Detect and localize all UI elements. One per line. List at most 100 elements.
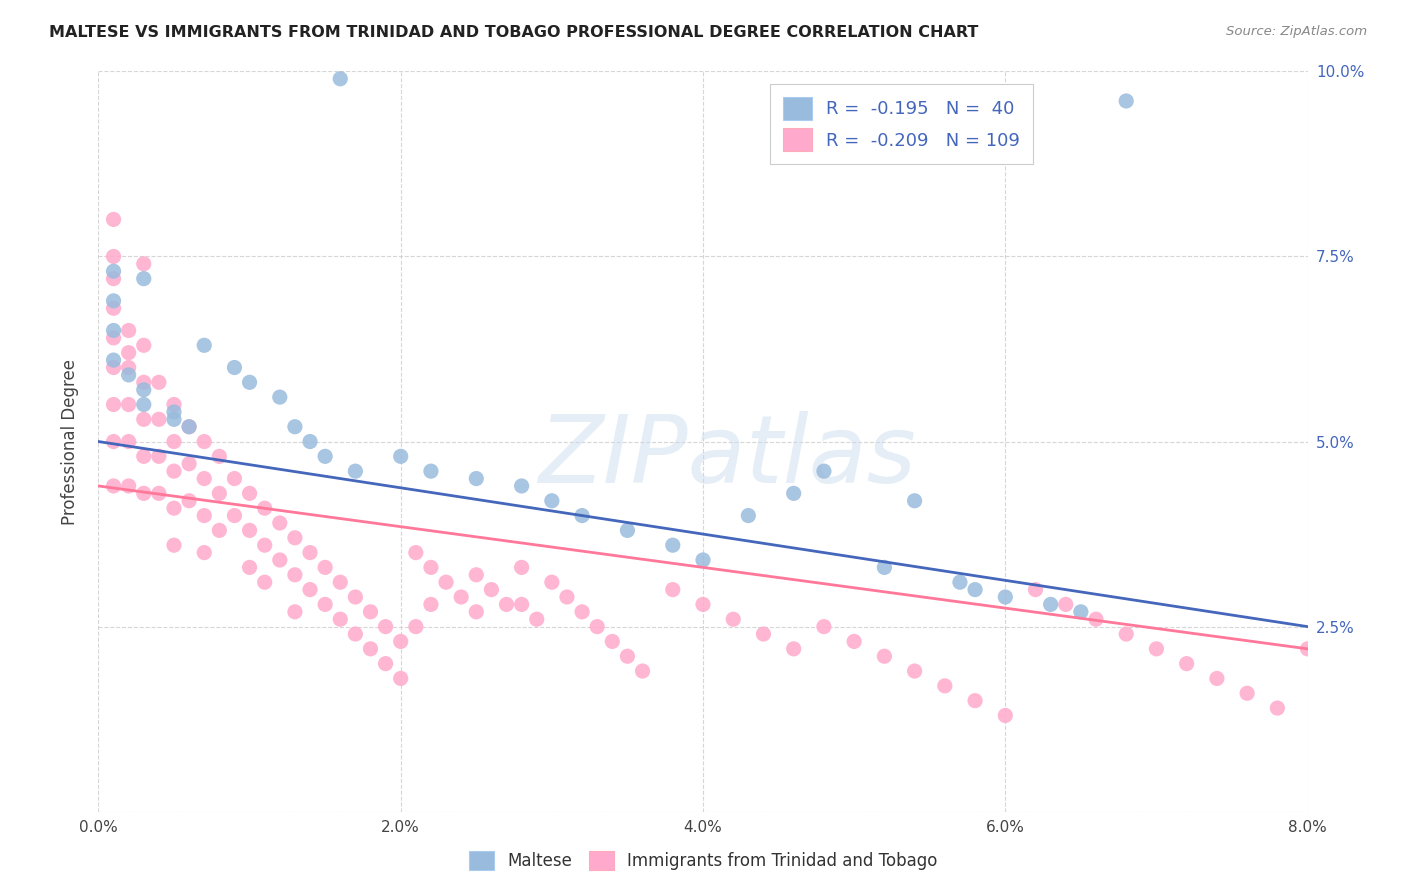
Point	[299, 545, 322, 560]
Point	[193, 508, 215, 523]
Point	[284, 605, 307, 619]
Text: MALTESE VS IMMIGRANTS FROM TRINIDAD AND TOBAGO PROFESSIONAL DEGREE CORRELATION C: MALTESE VS IMMIGRANTS FROM TRINIDAD AND …	[49, 25, 979, 40]
Point	[495, 598, 517, 612]
Point	[208, 450, 231, 464]
Point	[965, 694, 987, 708]
Point	[420, 598, 443, 612]
Point	[374, 657, 396, 671]
Point	[132, 450, 155, 464]
Point	[965, 582, 987, 597]
Point	[1115, 627, 1137, 641]
Point	[284, 531, 307, 545]
Point	[405, 545, 427, 560]
Point	[103, 479, 125, 493]
Point	[510, 560, 533, 574]
Point	[813, 619, 835, 633]
Point	[813, 464, 835, 478]
Point	[132, 376, 155, 390]
Point	[1296, 641, 1319, 656]
Point	[103, 301, 125, 316]
Point	[1146, 641, 1168, 656]
Point	[481, 582, 503, 597]
Point	[434, 575, 457, 590]
Point	[1267, 701, 1289, 715]
Point	[389, 450, 412, 464]
Point	[405, 619, 427, 633]
Point	[616, 524, 638, 538]
Point	[103, 324, 125, 338]
Point	[1070, 605, 1092, 619]
Point	[284, 419, 307, 434]
Point	[994, 708, 1017, 723]
Point	[208, 524, 231, 538]
Point	[253, 538, 276, 552]
Point	[873, 560, 896, 574]
Point	[389, 634, 412, 648]
Point	[949, 575, 972, 590]
Point	[661, 538, 683, 552]
Point	[163, 434, 186, 449]
Point	[179, 419, 201, 434]
Point	[465, 567, 488, 582]
Point	[132, 398, 155, 412]
Point	[934, 679, 956, 693]
Point	[103, 293, 125, 308]
Point	[103, 360, 125, 375]
Point	[904, 664, 927, 678]
Y-axis label: Professional Degree: Professional Degree	[60, 359, 79, 524]
Point	[148, 376, 170, 390]
Point	[329, 575, 352, 590]
Legend: Maltese, Immigrants from Trinidad and Tobago: Maltese, Immigrants from Trinidad and To…	[463, 844, 943, 877]
Point	[163, 464, 186, 478]
Point	[344, 590, 367, 604]
Point	[163, 412, 186, 426]
Point	[179, 493, 201, 508]
Point	[132, 412, 155, 426]
Point	[103, 398, 125, 412]
Point	[239, 524, 262, 538]
Point	[994, 590, 1017, 604]
Point	[269, 553, 291, 567]
Point	[179, 457, 201, 471]
Point	[314, 598, 336, 612]
Point	[374, 619, 396, 633]
Point	[510, 598, 533, 612]
Point	[284, 567, 307, 582]
Point	[299, 582, 322, 597]
Point	[148, 450, 170, 464]
Point	[631, 664, 654, 678]
Point	[329, 612, 352, 626]
Point	[118, 324, 141, 338]
Point	[420, 560, 443, 574]
Point	[253, 575, 276, 590]
Point	[616, 649, 638, 664]
Point	[163, 405, 186, 419]
Point	[118, 479, 141, 493]
Point	[132, 383, 155, 397]
Point	[132, 486, 155, 500]
Point	[586, 619, 609, 633]
Point	[224, 360, 246, 375]
Point	[571, 508, 593, 523]
Text: ZIPatlas: ZIPatlas	[538, 411, 917, 502]
Text: Source: ZipAtlas.com: Source: ZipAtlas.com	[1226, 25, 1367, 38]
Point	[314, 450, 336, 464]
Point	[526, 612, 548, 626]
Point	[239, 560, 262, 574]
Point	[555, 590, 578, 604]
Point	[193, 434, 215, 449]
Point	[737, 508, 759, 523]
Point	[389, 672, 412, 686]
Point	[661, 582, 683, 597]
Point	[692, 553, 714, 567]
Point	[132, 271, 155, 285]
Point	[329, 71, 352, 86]
Point	[148, 412, 170, 426]
Point	[420, 464, 443, 478]
Point	[1236, 686, 1258, 700]
Point	[510, 479, 533, 493]
Point	[224, 508, 246, 523]
Point	[224, 472, 246, 486]
Point	[1025, 582, 1047, 597]
Point	[269, 516, 291, 530]
